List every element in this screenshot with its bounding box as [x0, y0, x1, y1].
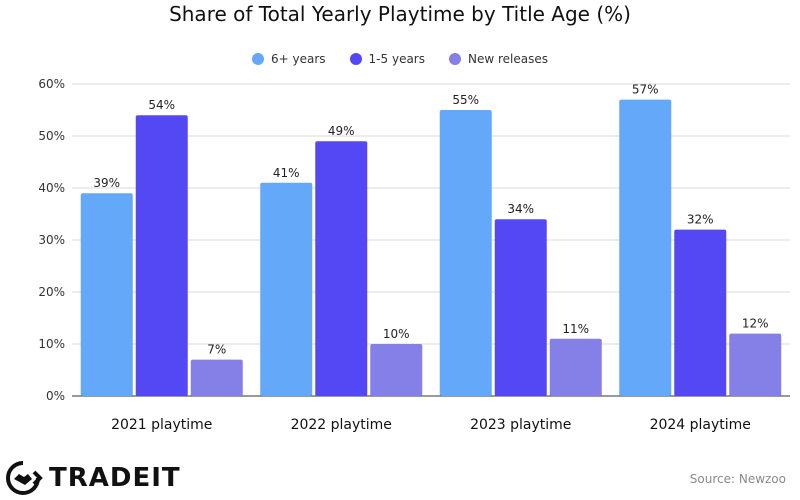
data-label: 55% — [452, 93, 479, 107]
brand-logo: TRADEIT — [3, 460, 181, 496]
source-note: Source: Newzoo — [689, 472, 786, 486]
data-label: 49% — [328, 124, 355, 138]
bar — [260, 182, 313, 396]
y-tick-label: 10% — [38, 337, 65, 351]
legend-item-1-5-years: 1-5 years — [349, 52, 425, 66]
x-tick-label: 2021 playtime — [111, 417, 212, 433]
y-tick-label: 0% — [46, 389, 65, 403]
data-label: 11% — [562, 322, 589, 336]
chart-legend: 6+ years 1-5 years New releases — [0, 52, 800, 66]
y-tick-label: 20% — [38, 285, 65, 299]
chart-title: Share of Total Yearly Playtime by Title … — [169, 2, 631, 26]
y-tick-label: 60% — [38, 77, 65, 91]
y-tick-label: 30% — [38, 233, 65, 247]
legend-swatch-1-5-years — [349, 53, 362, 65]
bar — [439, 110, 492, 396]
bar — [370, 344, 423, 396]
y-tick-label: 50% — [38, 129, 65, 143]
legend-label-1-5-years: 1-5 years — [368, 52, 425, 66]
legend-label-new-releases: New releases — [467, 52, 548, 66]
bar — [549, 338, 602, 396]
legend-label-6plus-years: 6+ years — [271, 52, 326, 66]
y-tick-label: 40% — [38, 181, 65, 195]
bar — [80, 193, 133, 396]
bar — [135, 115, 188, 396]
x-tick-label: 2023 playtime — [470, 417, 571, 433]
legend-item-6plus-years: 6+ years — [252, 52, 326, 66]
legend-item-new-releases: New releases — [448, 52, 548, 66]
data-label: 41% — [273, 166, 300, 180]
legend-swatch-new-releases — [448, 53, 461, 65]
bar — [619, 99, 672, 396]
bar — [190, 359, 243, 396]
data-label: 32% — [687, 213, 714, 227]
data-label: 7% — [207, 343, 226, 357]
bar — [729, 333, 782, 396]
data-label: 54% — [148, 98, 175, 112]
legend-swatch-6plus-years — [252, 53, 265, 65]
data-label: 10% — [383, 327, 410, 341]
handshake-logo-icon — [6, 461, 43, 495]
data-label: 34% — [507, 202, 534, 216]
data-label: 57% — [632, 83, 659, 97]
bar — [674, 229, 727, 396]
x-tick-label: 2022 playtime — [291, 417, 392, 433]
data-label: 12% — [742, 317, 769, 331]
brand-name: TRADEIT — [49, 463, 181, 493]
x-tick-label: 2024 playtime — [650, 417, 751, 433]
bar — [315, 141, 368, 396]
data-label: 39% — [93, 176, 120, 190]
bar — [494, 219, 547, 396]
